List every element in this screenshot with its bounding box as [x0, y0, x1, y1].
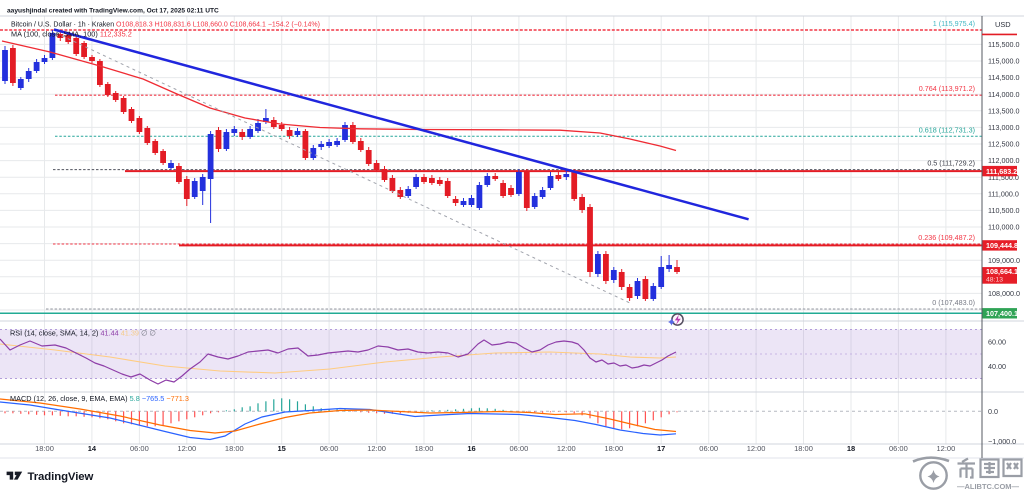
svg-text:109,000.0: 109,000.0	[988, 256, 1020, 265]
svg-text:USD: USD	[995, 20, 1011, 29]
svg-text:06:00: 06:00	[320, 444, 339, 453]
svg-text:107,400.1: 107,400.1	[986, 309, 1018, 318]
svg-text:40.00: 40.00	[988, 362, 1006, 371]
svg-text:0.236 (109,487.2): 0.236 (109,487.2)	[918, 233, 975, 242]
svg-text:16: 16	[467, 444, 475, 453]
svg-text:113,500.0: 113,500.0	[988, 106, 1019, 115]
svg-text:112,000.0: 112,000.0	[988, 156, 1019, 165]
svg-text:RSI (14, close, SMA, 14, 2) 41: RSI (14, close, SMA, 14, 2) 41.44 41.39 …	[10, 329, 156, 338]
svg-text:12:00: 12:00	[367, 444, 386, 453]
svg-text:15: 15	[278, 444, 286, 453]
svg-text:114,000.0: 114,000.0	[988, 90, 1019, 99]
svg-text:111,500.0: 111,500.0	[988, 173, 1019, 182]
svg-text:06:00: 06:00	[130, 444, 149, 453]
svg-text:109,444.8: 109,444.8	[986, 241, 1018, 250]
svg-text:115,000.0: 115,000.0	[988, 57, 1019, 66]
svg-text:110,000.0: 110,000.0	[988, 223, 1019, 232]
svg-text:0.0: 0.0	[988, 407, 998, 416]
svg-text:113,000.0: 113,000.0	[988, 123, 1019, 132]
svg-text:60.00: 60.00	[988, 337, 1006, 346]
svg-text:0.618 (112,731.3): 0.618 (112,731.3)	[919, 125, 975, 134]
svg-text:06:00: 06:00	[889, 444, 908, 453]
svg-text:18: 18	[847, 444, 855, 453]
svg-text:18:00: 18:00	[35, 444, 54, 453]
svg-text:06:00: 06:00	[510, 444, 529, 453]
svg-text:114,500.0: 114,500.0	[988, 73, 1019, 82]
svg-text:17: 17	[657, 444, 665, 453]
svg-text:111,000.0: 111,000.0	[988, 189, 1019, 198]
svg-text:108,664.1: 108,664.1	[986, 267, 1018, 276]
svg-text:18:00: 18:00	[604, 444, 623, 453]
svg-text:0.5 (111,729.2): 0.5 (111,729.2)	[927, 159, 975, 168]
svg-text:12:00: 12:00	[937, 444, 956, 453]
svg-text:TradingView: TradingView	[28, 471, 94, 483]
svg-text:06:00: 06:00	[699, 444, 718, 453]
svg-text:115,500.0: 115,500.0	[988, 40, 1019, 49]
svg-text:1 (115,975.4): 1 (115,975.4)	[933, 19, 975, 28]
svg-text:MA (100, close, SMA, 100) 112,: MA (100, close, SMA, 100) 112,335.2	[11, 30, 132, 39]
svg-text:48:13: 48:13	[986, 277, 1003, 284]
svg-text:18:00: 18:00	[415, 444, 434, 453]
svg-text:108,000.0: 108,000.0	[988, 289, 1020, 298]
svg-text:112,500.0: 112,500.0	[988, 140, 1019, 149]
svg-text:MACD (12, 26, close, 9, EMA, E: MACD (12, 26, close, 9, EMA, EMA) 5.8 −7…	[10, 394, 189, 403]
svg-text:111,683.2: 111,683.2	[986, 167, 1017, 176]
svg-text:12:00: 12:00	[177, 444, 196, 453]
svg-text:14: 14	[88, 444, 97, 453]
svg-text:110,500.0: 110,500.0	[988, 206, 1019, 215]
svg-text:12:00: 12:00	[747, 444, 766, 453]
svg-text:18:00: 18:00	[225, 444, 244, 453]
svg-text:12:00: 12:00	[557, 444, 576, 453]
svg-text:18:00: 18:00	[794, 444, 813, 453]
svg-text:−1,000.0: −1,000.0	[988, 437, 1016, 446]
svg-text:0.764 (113,971.2): 0.764 (113,971.2)	[919, 84, 975, 93]
svg-text:0 (107,483.0): 0 (107,483.0)	[932, 298, 975, 307]
svg-text:—ALIBTC.COM—: —ALIBTC.COM—	[957, 482, 1020, 491]
svg-text:aayushjindal created with Trad: aayushjindal created with TradingView.co…	[7, 8, 219, 15]
svg-text:Bitcoin / U.S. Dollar · 1h · K: Bitcoin / U.S. Dollar · 1h · Kraken O108…	[11, 22, 320, 29]
